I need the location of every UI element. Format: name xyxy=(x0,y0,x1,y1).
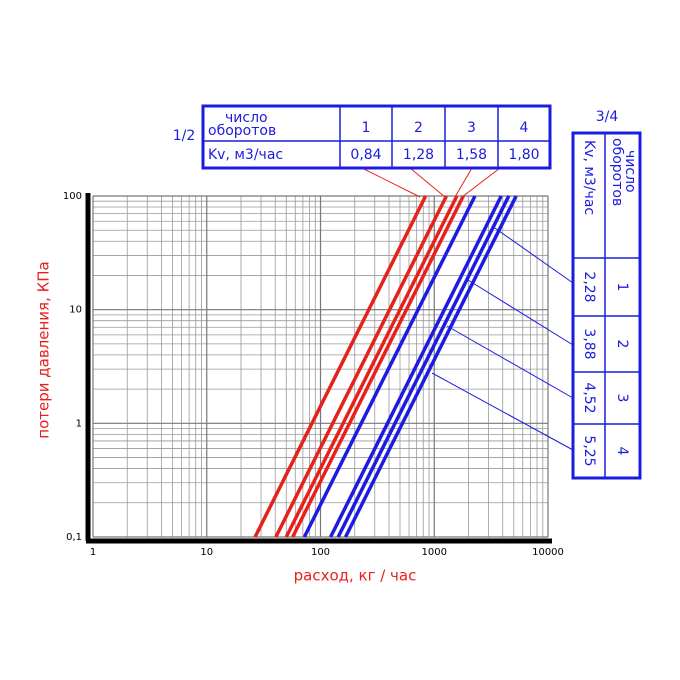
table-header: число xyxy=(225,110,268,126)
table-number: 1 xyxy=(362,120,371,136)
y-tick-label: 1 xyxy=(76,418,82,429)
curve xyxy=(343,195,518,538)
curve xyxy=(329,195,503,538)
curve xyxy=(253,195,428,538)
y-tick-label: 0,1 xyxy=(66,532,82,543)
table-number: 2 xyxy=(414,120,423,136)
table-kv: 0,84 xyxy=(350,147,381,163)
table-half xyxy=(201,104,552,170)
x-tick-label: 1 xyxy=(90,547,96,558)
table-number: 2 xyxy=(614,340,630,349)
table-number: 4 xyxy=(520,120,529,136)
leaders-red xyxy=(361,167,501,198)
table-kv: 2,28 xyxy=(581,271,597,302)
curve xyxy=(336,195,511,538)
table-header: Kv, м3/час xyxy=(581,140,597,215)
y-axis-label: потери давления, КПа xyxy=(35,261,53,438)
table-three-quarter xyxy=(571,131,642,480)
table-kv: 5,25 xyxy=(581,435,597,466)
table-number: 4 xyxy=(614,447,630,456)
y-tick-label: 10 xyxy=(69,305,82,316)
table-header: оборотов xyxy=(609,138,625,206)
curve xyxy=(274,195,449,538)
curves xyxy=(253,195,518,538)
table-number: 1 xyxy=(614,283,630,292)
x-axis-label: расход, кг / час xyxy=(294,567,417,585)
x-tick-label: 100 xyxy=(311,547,330,558)
table-header: Kv, м3/час xyxy=(208,147,283,163)
curve xyxy=(291,195,465,538)
table-title: 1/2 xyxy=(173,128,196,144)
table-header: оборотов xyxy=(208,123,276,139)
x-tick-label: 10 xyxy=(200,547,213,558)
table-kv: 1,80 xyxy=(508,147,539,163)
curve xyxy=(302,195,477,538)
table-kv: 3,88 xyxy=(581,328,597,359)
x-tick-label: 1000 xyxy=(422,547,447,558)
curve xyxy=(284,195,459,538)
table-number: 3 xyxy=(614,394,630,403)
table-kv: 1,28 xyxy=(403,147,434,163)
table-number: 3 xyxy=(467,120,476,136)
table-header: число xyxy=(622,150,638,193)
x-tick-label: 10000 xyxy=(532,547,564,558)
table-kv: 4,52 xyxy=(581,382,597,413)
table-kv: 1,58 xyxy=(456,147,487,163)
grid xyxy=(92,195,549,538)
leaders-blue xyxy=(431,225,574,451)
y-tick-label: 100 xyxy=(63,191,82,202)
table-title: 3/4 xyxy=(596,109,619,125)
